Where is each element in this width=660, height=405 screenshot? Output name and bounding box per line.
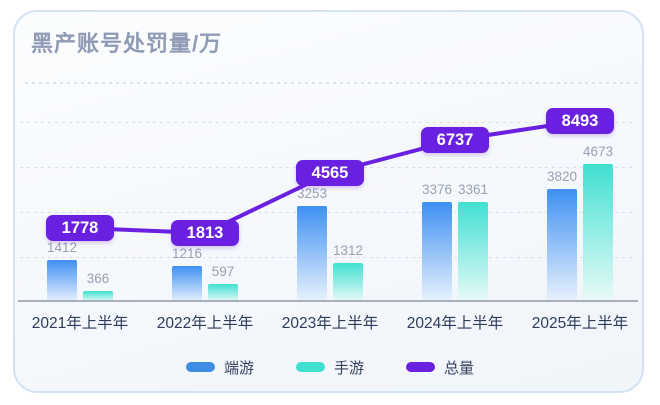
bar-value-label: 4673 bbox=[582, 144, 614, 159]
bar-mobile bbox=[583, 164, 613, 302]
x-axis-label: 2022年上半年 bbox=[156, 315, 254, 332]
chart-title: 黑产账号处罚量/万 bbox=[31, 31, 223, 56]
bar-pc bbox=[47, 260, 77, 302]
x-axis-line bbox=[18, 300, 638, 302]
bar-value-label: 366 bbox=[86, 271, 110, 286]
x-axis-label: 2021年上半年 bbox=[31, 315, 129, 332]
bar-pc bbox=[547, 189, 577, 302]
bar-value-label: 3253 bbox=[296, 186, 328, 201]
legend-label: 端游 bbox=[223, 359, 254, 377]
bar-mobile bbox=[458, 202, 488, 302]
legend-swatch-pc bbox=[185, 362, 215, 372]
bar-value-label: 3361 bbox=[457, 182, 489, 197]
bar-value-label: 1312 bbox=[332, 243, 364, 258]
legend-item-total[interactable]: 总量 bbox=[406, 357, 474, 378]
bar-mobile bbox=[83, 291, 113, 302]
total-value-badge: 8493 bbox=[546, 108, 614, 134]
gridline bbox=[20, 122, 637, 123]
legend-item-mobile[interactable]: 手游 bbox=[295, 357, 364, 378]
bar-value-label: 3820 bbox=[546, 169, 578, 184]
x-axis-label: 2025年上半年 bbox=[531, 315, 629, 332]
bar-value-label: 3376 bbox=[421, 182, 453, 197]
chart-card bbox=[13, 10, 644, 393]
bar-pc bbox=[422, 202, 452, 302]
legend-label: 总量 bbox=[444, 359, 475, 377]
bar-value-label: 1216 bbox=[171, 246, 203, 261]
total-value-badge: 4565 bbox=[296, 160, 364, 186]
legend-swatch-total bbox=[406, 362, 435, 372]
total-value-badge: 1778 bbox=[46, 215, 114, 241]
bar-pc bbox=[297, 206, 327, 302]
bar-mobile bbox=[208, 284, 238, 302]
total-value-badge: 6737 bbox=[421, 127, 489, 153]
bar-pc bbox=[172, 266, 202, 302]
bar-mobile bbox=[333, 263, 363, 302]
chart-legend: 端游 手游 总量 bbox=[0, 355, 660, 379]
bar-value-label: 597 bbox=[211, 264, 235, 279]
x-axis-label: 2023年上半年 bbox=[281, 315, 379, 332]
title-separator bbox=[25, 82, 637, 84]
total-value-badge: 1813 bbox=[171, 220, 239, 246]
legend-label: 手游 bbox=[333, 359, 364, 377]
gridline bbox=[20, 212, 637, 213]
legend-swatch-mobile bbox=[295, 362, 325, 372]
x-axis-label: 2024年上半年 bbox=[406, 315, 504, 332]
bar-value-label: 1412 bbox=[46, 240, 78, 255]
gridline bbox=[20, 257, 637, 258]
legend-item-pc[interactable]: 端游 bbox=[185, 357, 254, 378]
